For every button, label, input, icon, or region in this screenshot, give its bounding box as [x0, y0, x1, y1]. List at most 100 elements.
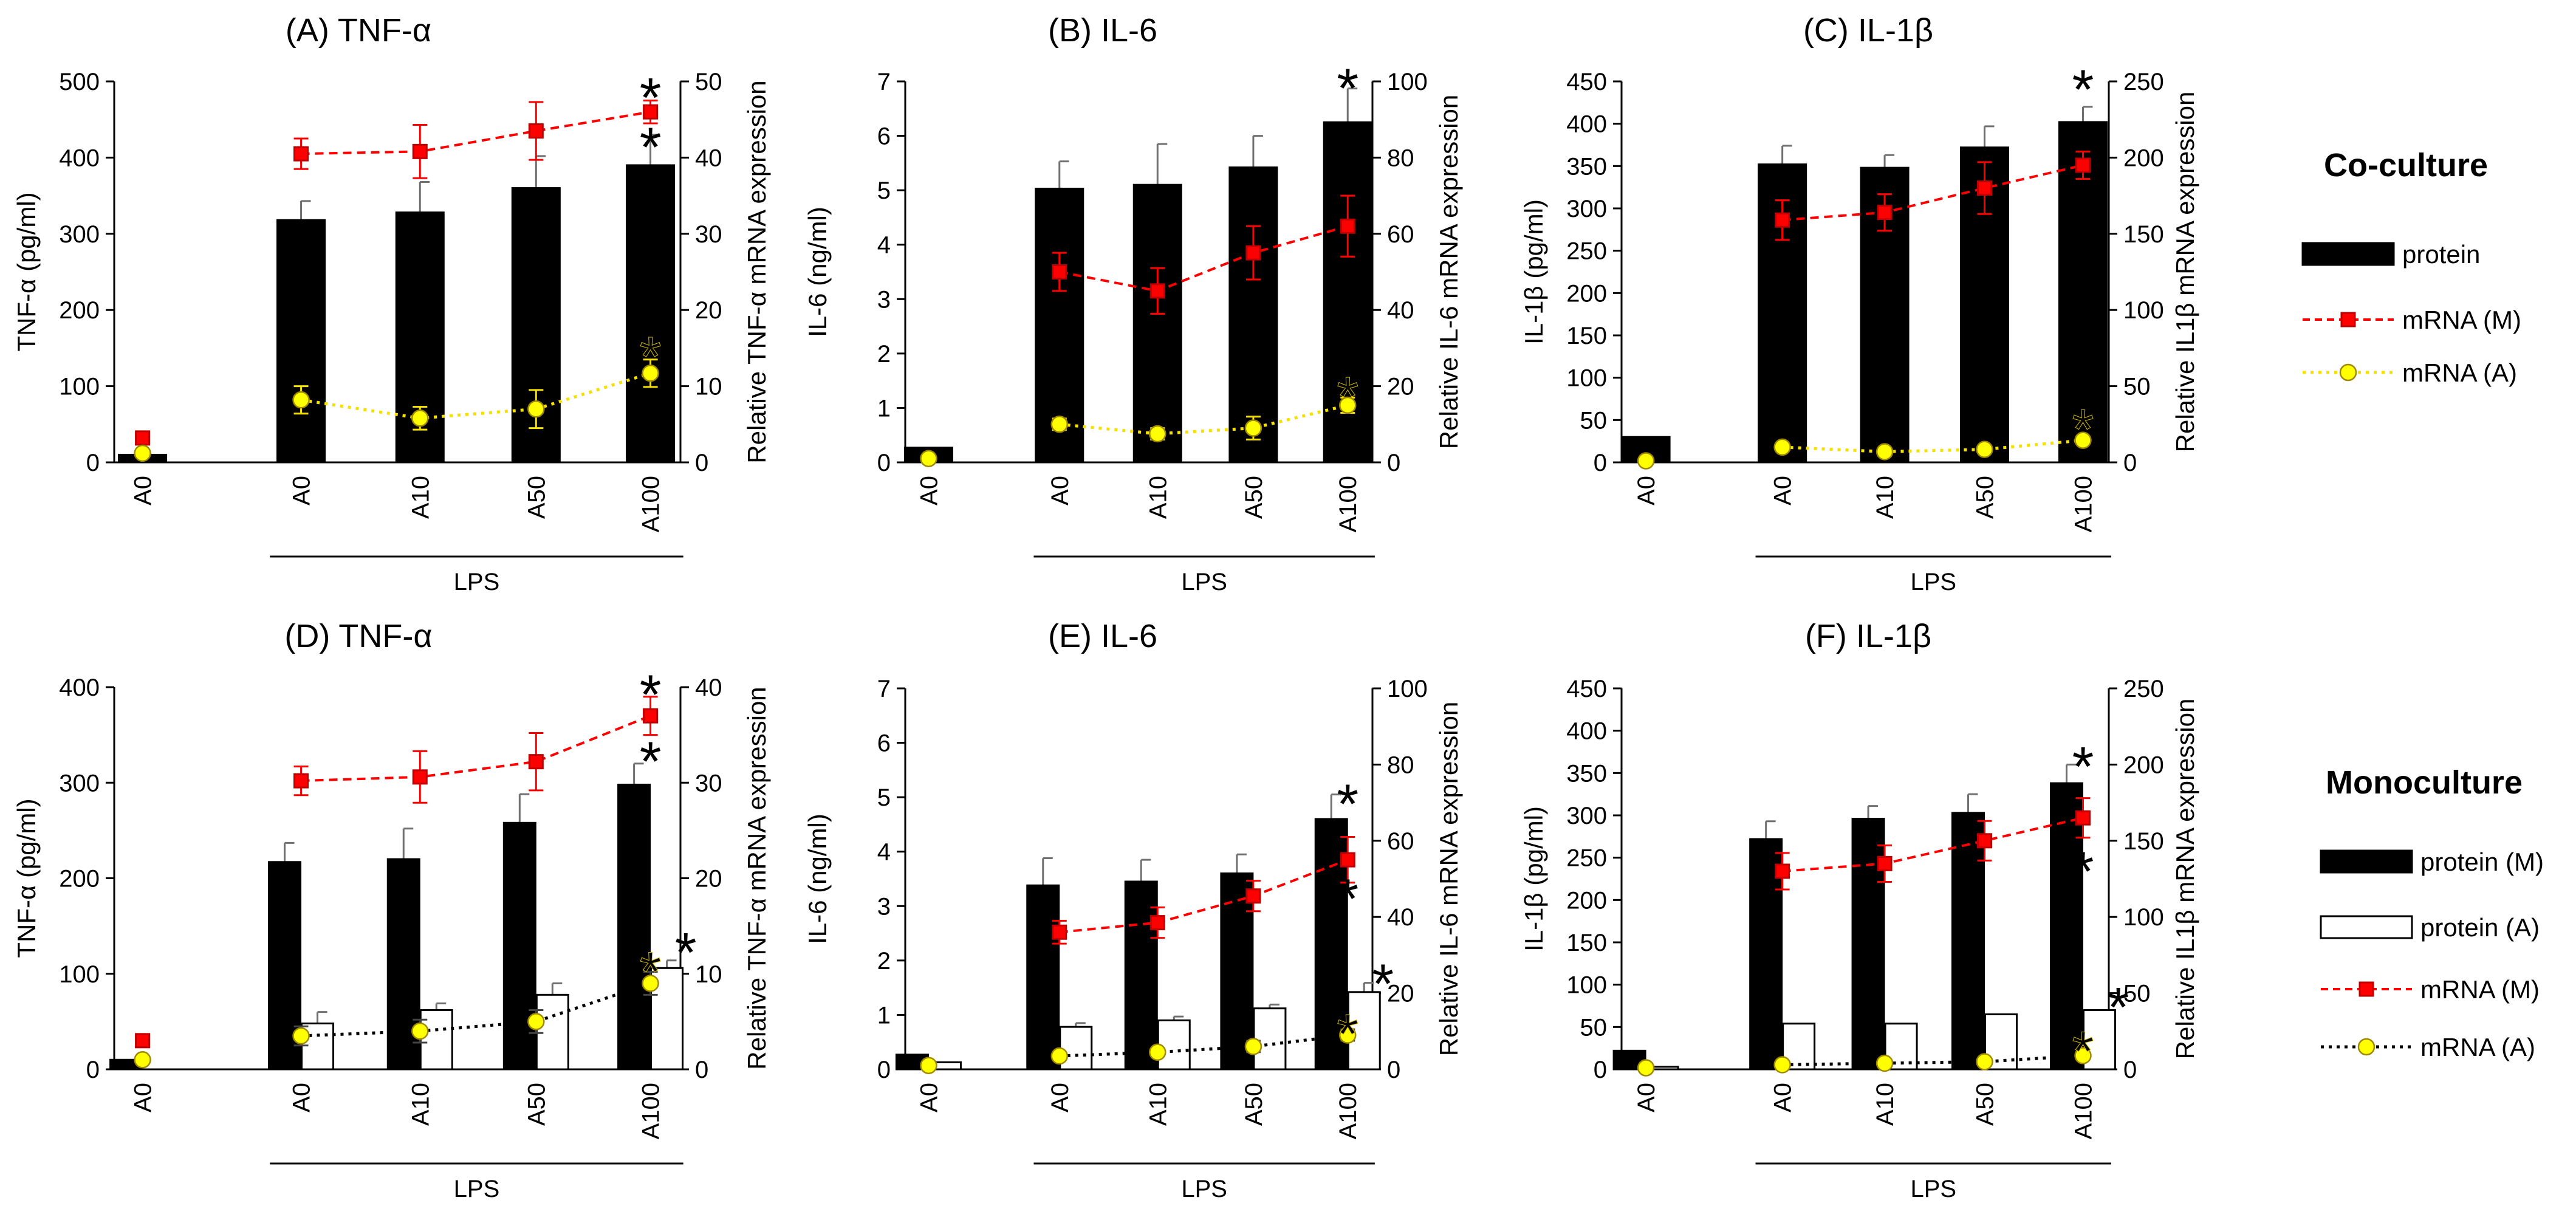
x-tick-label: A100: [638, 476, 665, 532]
y2-tick-label: 40: [695, 674, 722, 701]
significance-asterisk-F-1: *: [2072, 841, 2094, 903]
legend-title: Co-culture: [2324, 147, 2488, 183]
point-C-s2-0: [1637, 452, 1655, 470]
point-A-s1-2: [412, 143, 428, 159]
legend-swatch-bar: [2320, 915, 2413, 939]
bar-E-s1-3: [1253, 1007, 1287, 1071]
x-tick-label: A0: [1770, 1083, 1797, 1112]
legend-label: mRNA (M): [2420, 975, 2540, 1004]
point-B-s2-4: [1338, 396, 1357, 414]
y2-tick-label: 0: [2123, 450, 2137, 476]
x-tick-label: A0: [130, 1083, 157, 1112]
y-tick-label: 1: [877, 1002, 891, 1029]
y-axis-title: TNF-α (pg/ml): [12, 192, 41, 351]
x-tick-label: A0: [1770, 476, 1797, 505]
significance-asterisk-B-2: *: [1337, 366, 1358, 428]
y2-axis-title: Relative TNF-α mRNA expression: [742, 80, 771, 463]
significance-asterisk-E-0: *: [1337, 773, 1358, 835]
y2-tick-label: 250: [2123, 676, 2164, 702]
significance-asterisk-A-0: *: [640, 67, 662, 129]
y-tick-label: 50: [1580, 407, 1608, 434]
y-tick-label: 4: [877, 232, 891, 259]
y-tick-label: 300: [1566, 196, 1607, 222]
lps-label: LPS: [1910, 1176, 1956, 1202]
point-C-s1-4: [2075, 157, 2091, 173]
x-tick-label: A100: [2070, 1083, 2097, 1139]
series-line-E-2: [1059, 858, 1348, 934]
y-tick-label: 450: [1566, 69, 1607, 95]
y-tick-label: 300: [1566, 803, 1607, 829]
series-line-A-1: [301, 111, 651, 156]
x-tick-label: A10: [1145, 1083, 1171, 1126]
y-axis-title: IL-1β (pg/ml): [1519, 806, 1548, 951]
point-B-s2-2: [1149, 425, 1166, 443]
panel-F: (F) IL-1β 0 50 100 150 200 250 300 350 400 450 0 50 1…: [1519, 618, 2199, 1202]
y-tick-label: 0: [86, 450, 100, 476]
x-tick-label: A0: [289, 1083, 315, 1112]
y2-tick-label: 60: [1387, 828, 1414, 855]
point-B-s2-3: [1244, 419, 1262, 437]
y-tick-label: 300: [59, 221, 100, 248]
point-F-s3-4: [2074, 1047, 2092, 1064]
panel-title: (D) TNF-α: [284, 618, 432, 654]
bar-E-s0-2: [1124, 880, 1158, 1071]
point-F-s3-2: [1875, 1054, 1894, 1072]
y-tick-label: 0: [1594, 450, 1607, 476]
significance-asterisk-C-1: *: [2072, 196, 2094, 258]
significance-asterisk-D-3: *: [675, 922, 697, 984]
y-tick-label: 0: [86, 1057, 100, 1083]
panel-C: (C) IL-1β 0 50 100 150 200 250 300 350 400 450 0 50 1…: [1519, 12, 2199, 595]
lps-label: LPS: [1181, 1176, 1227, 1202]
significance-asterisk-F-2: *: [2072, 1021, 2094, 1083]
legend-title: Monoculture: [2326, 764, 2523, 801]
y2-tick-label: 0: [2123, 1057, 2137, 1083]
legend-label: protein (A): [2420, 913, 2540, 942]
y-tick-label: 0: [877, 1057, 891, 1083]
x-tick-label: A50: [1241, 1083, 1267, 1126]
point-A-s1-4: [643, 104, 659, 120]
point-E-s3-2: [1149, 1043, 1166, 1061]
bar-B-s0-3: [1228, 166, 1278, 464]
y-tick-label: 400: [1566, 718, 1607, 745]
series-line-C-2: [1782, 439, 2083, 453]
y-tick-label: 400: [59, 145, 100, 171]
point-C-s2-2: [1875, 443, 1894, 461]
y-tick-label: 100: [59, 961, 100, 988]
lps-label: LPS: [454, 1176, 500, 1202]
x-tick-label: A10: [407, 476, 434, 519]
point-D-s3-0: [134, 1051, 151, 1069]
point-C-s1-1: [1775, 212, 1790, 228]
y2-tick-label: 200: [2123, 752, 2164, 778]
y2-tick-label: 10: [695, 961, 722, 988]
bar-F-s0-4: [2049, 782, 2083, 1071]
point-F-s3-1: [1773, 1056, 1791, 1074]
legend-swatch-marker: [2357, 1038, 2376, 1056]
bar-F-s0-3: [1951, 812, 1985, 1071]
series-line-D-2: [301, 715, 651, 783]
point-C-s1-3: [1976, 180, 1992, 196]
x-tick-label: A0: [1633, 476, 1660, 505]
x-tick-label: A100: [1335, 476, 1362, 532]
point-D-s2-0: [135, 1033, 151, 1049]
x-tick-label: A50: [1971, 1083, 1998, 1126]
y2-tick-label: 100: [1387, 676, 1428, 702]
y2-tick-label: 150: [2123, 828, 2164, 855]
point-F-s2-1: [1775, 863, 1790, 879]
y-tick-label: 400: [59, 674, 100, 701]
y-tick-label: 500: [59, 69, 100, 95]
y-tick-label: 150: [1566, 930, 1607, 956]
y-tick-label: 350: [1566, 760, 1607, 787]
y-tick-label: 0: [1594, 1057, 1607, 1083]
series-line-F-2: [1782, 817, 2083, 872]
legend-swatch-marker: [2340, 312, 2356, 327]
significance-asterisk-A-1: *: [640, 117, 662, 179]
x-tick-label: A100: [638, 1083, 665, 1139]
point-F-s2-2: [1877, 855, 1893, 871]
point-F-s3-0: [1637, 1059, 1655, 1077]
point-A-s1-1: [293, 146, 309, 162]
series-line-E-3: [1059, 1033, 1348, 1058]
x-tick-label: A0: [916, 476, 942, 505]
y2-tick-label: 20: [695, 866, 722, 893]
bar-D-s0-4: [617, 783, 651, 1071]
